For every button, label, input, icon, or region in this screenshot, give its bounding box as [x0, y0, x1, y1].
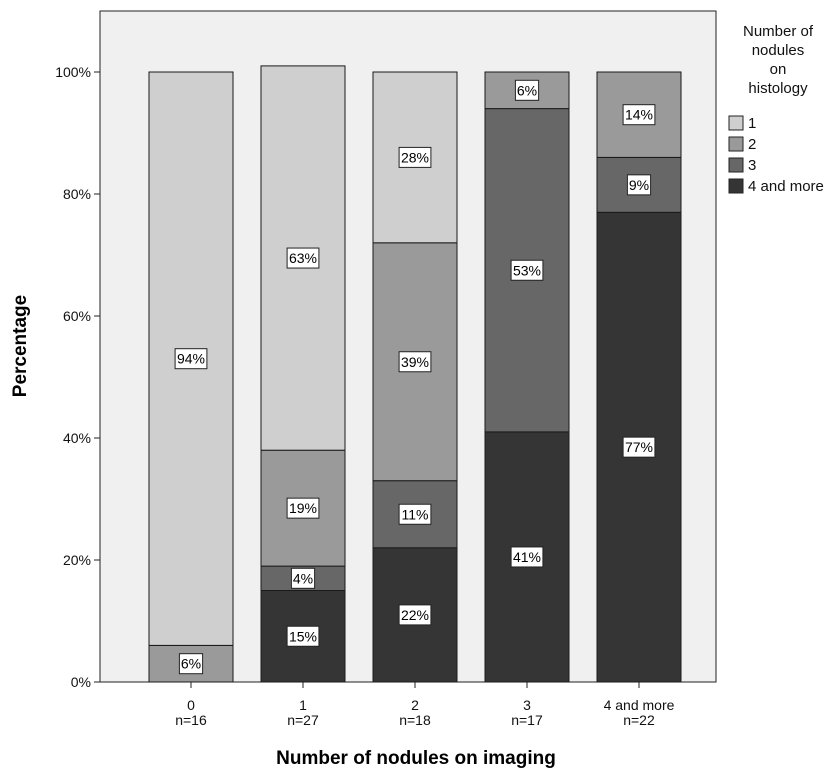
data-label-text: 28% — [401, 149, 429, 165]
legend-swatch — [728, 136, 744, 152]
legend-entry-label: 2 — [748, 136, 756, 153]
data-label-box — [510, 259, 544, 281]
data-label: 77% — [622, 436, 656, 458]
x-tick-label: 0 — [187, 697, 195, 713]
data-label-box — [398, 146, 432, 168]
data-label-box — [398, 351, 432, 373]
data-label: 53% — [510, 259, 544, 281]
x-tick-label: 4 and more — [604, 697, 675, 713]
legend-title-line: on — [770, 61, 787, 78]
legend-entry-label: 4 and more — [748, 178, 824, 195]
data-label: 6% — [514, 79, 540, 101]
legend-title-line: Number of — [743, 23, 814, 40]
data-label-text: 53% — [513, 262, 541, 278]
y-tick-label: 60% — [63, 308, 91, 324]
data-label-text: 4% — [293, 570, 313, 586]
legend-title-line: nodules — [752, 42, 805, 59]
legend: Number of nodules on histology 1 2 3 4 and more — [728, 23, 824, 195]
data-label: 4% — [290, 567, 316, 589]
data-label-box — [398, 604, 432, 626]
x-tick-count-label: n=27 — [287, 712, 319, 728]
data-label-text: 39% — [401, 354, 429, 370]
data-label: 6% — [178, 653, 204, 675]
data-label-box — [286, 497, 320, 519]
y-axis-tick-labels: 0% 20% 40% 60% 80% 100% — [55, 64, 100, 690]
data-label-box — [290, 567, 316, 589]
x-tick-count-label: n=17 — [511, 712, 543, 728]
data-label-box — [286, 625, 320, 647]
data-label-box — [398, 503, 432, 525]
x-tick-label: 3 — [523, 697, 531, 713]
data-label: 9% — [626, 174, 652, 196]
data-label-text: 6% — [517, 82, 537, 98]
data-label-text: 9% — [629, 177, 649, 193]
legend-swatch — [728, 178, 744, 194]
data-label-text: 19% — [289, 500, 317, 516]
data-label-text: 94% — [177, 351, 205, 367]
y-tick-label: 40% — [63, 430, 91, 446]
y-tick-label: 20% — [63, 552, 91, 568]
y-tick-label: 80% — [63, 186, 91, 202]
data-label-text: 6% — [181, 656, 201, 672]
data-label-text: 63% — [289, 250, 317, 266]
data-label-text: 77% — [625, 439, 653, 455]
x-tick-label: 1 — [299, 697, 307, 713]
legend-title-line: histology — [748, 80, 808, 97]
data-label-text: 15% — [289, 628, 317, 644]
data-label: 19% — [286, 497, 320, 519]
y-tick-label: 0% — [71, 674, 91, 690]
data-label: 41% — [510, 546, 544, 568]
data-label: 22% — [398, 604, 432, 626]
data-label: 63% — [286, 247, 320, 269]
x-tick-count-label: n=16 — [175, 712, 207, 728]
data-label-box — [514, 79, 540, 101]
data-label: 11% — [398, 503, 432, 525]
bar-segment — [484, 71, 570, 110]
data-label-box — [622, 436, 656, 458]
legend-entry-label: 3 — [748, 157, 756, 174]
x-tick-count-label: n=18 — [399, 712, 431, 728]
bar-segments: 6% 94% 15% 4% 19% 63% 22% 11% 39% 28% 41% 53% 6% 77% 9… — [148, 65, 682, 683]
legend-swatch — [728, 115, 744, 131]
x-tick-count-label: n=22 — [623, 712, 655, 728]
data-label-box — [174, 348, 208, 370]
data-label: 14% — [622, 104, 656, 126]
data-label-text: 14% — [625, 107, 653, 123]
y-axis-title: Percentage — [10, 295, 31, 397]
data-label-box — [286, 247, 320, 269]
data-label: 94% — [174, 348, 208, 370]
x-tick-label: 2 — [411, 697, 419, 713]
x-axis-title: Number of nodules on imaging — [276, 748, 556, 769]
data-label-box — [626, 174, 652, 196]
data-label-text: 22% — [401, 607, 429, 623]
data-label-text: 41% — [513, 549, 541, 565]
data-label-box — [178, 653, 204, 675]
data-label: 28% — [398, 146, 432, 168]
data-label: 39% — [398, 351, 432, 373]
data-label-text: 11% — [402, 506, 429, 522]
y-tick-label: 100% — [55, 64, 91, 80]
data-label: 15% — [286, 625, 320, 647]
legend-entry-label: 1 — [748, 115, 756, 132]
data-label-box — [622, 104, 656, 126]
data-label-box — [510, 546, 544, 568]
legend-swatch — [728, 157, 744, 173]
